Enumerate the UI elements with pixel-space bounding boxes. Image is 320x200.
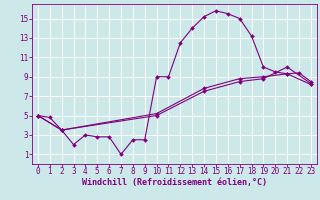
X-axis label: Windchill (Refroidissement éolien,°C): Windchill (Refroidissement éolien,°C) [82, 178, 267, 187]
